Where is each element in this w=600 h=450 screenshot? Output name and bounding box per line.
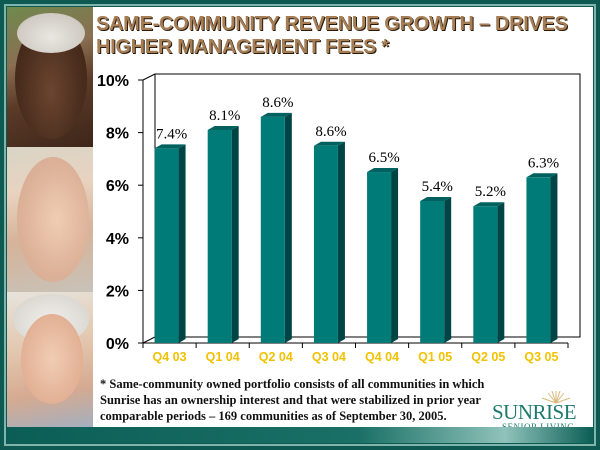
elderly-man-smiling-photo xyxy=(7,147,93,292)
bar-q1-04 xyxy=(207,125,239,343)
logo-wordmark: SUNRISE xyxy=(492,400,577,424)
title-line-2: HIGHER MANAGEMENT FEES * xyxy=(96,36,389,58)
chart-bars xyxy=(154,112,558,343)
bar-top xyxy=(473,202,505,207)
bar-front xyxy=(526,177,551,343)
y-tick-label: 0% xyxy=(106,336,129,353)
bar-q3-04 xyxy=(313,141,345,343)
bar-side xyxy=(284,112,292,343)
photo-strip xyxy=(7,7,93,432)
bar-top xyxy=(313,141,345,146)
x-category-label: Q1 05 xyxy=(418,350,452,364)
slide-title: SAME-COMMUNITY REVENUE GROWTH – DRIVES H… xyxy=(96,13,591,59)
bar-side xyxy=(231,125,239,343)
bar-side xyxy=(550,173,558,343)
x-category-label: Q4 03 xyxy=(153,350,187,364)
elderly-woman-necklace-photo xyxy=(7,292,93,432)
title-line-1: SAME-COMMUNITY REVENUE GROWTH – DRIVES xyxy=(96,13,568,35)
bar-front xyxy=(260,116,285,343)
bar-top xyxy=(367,168,399,173)
data-label: 8.6% xyxy=(315,124,346,140)
y-tick-label: 8% xyxy=(106,126,129,143)
bar-q4-03 xyxy=(154,144,186,343)
bar-side xyxy=(337,141,345,343)
x-category-label: Q3 05 xyxy=(524,350,558,364)
y-tick-label: 6% xyxy=(106,178,129,195)
bar-front xyxy=(420,200,445,343)
bar-q2-04 xyxy=(260,112,292,343)
sunrise-logo: SUNRISE SENIOR LIVING xyxy=(492,390,592,432)
bar-q3-05 xyxy=(526,173,558,343)
footnote: * Same-community owned portfolio consist… xyxy=(100,377,485,423)
data-label: 6.5% xyxy=(368,150,399,166)
bar-q1-05 xyxy=(420,196,452,343)
bar-top xyxy=(154,144,186,149)
data-label: 8.6% xyxy=(262,95,293,111)
data-label: 8.1% xyxy=(209,108,240,124)
chart-floor-edge xyxy=(142,336,156,344)
bar-side xyxy=(391,168,399,343)
x-category-label: Q1 04 xyxy=(206,350,240,364)
bar-top xyxy=(420,196,452,201)
y-tick-label: 2% xyxy=(106,283,129,300)
bottom-accent-bar xyxy=(7,427,593,443)
bar-side xyxy=(178,144,186,343)
bar-front xyxy=(473,206,498,343)
bar-front xyxy=(154,148,179,343)
bar-side xyxy=(444,196,452,343)
y-tick-label: 10% xyxy=(97,73,129,90)
x-category-label: Q2 05 xyxy=(471,350,505,364)
data-label: 5.2% xyxy=(475,184,506,200)
bar-top xyxy=(260,112,292,117)
bar-top xyxy=(526,173,558,178)
bar-q2-05 xyxy=(473,202,505,343)
chart-wall-edge xyxy=(142,73,156,81)
bar-side xyxy=(497,202,505,343)
sun-rays-icon xyxy=(541,390,571,404)
bar-front xyxy=(367,172,392,343)
bar-q4-04 xyxy=(367,168,399,343)
x-category-label: Q3 04 xyxy=(312,350,346,364)
x-category-label: Q2 04 xyxy=(259,350,293,364)
data-label: 7.4% xyxy=(156,126,187,142)
elderly-woman-glasses-photo xyxy=(7,7,93,147)
bar-front xyxy=(313,145,338,343)
bar-front xyxy=(207,129,232,343)
data-label: 6.3% xyxy=(528,155,559,171)
bar-top xyxy=(207,125,239,130)
y-tick-label: 4% xyxy=(106,231,129,248)
x-category-label: Q4 04 xyxy=(365,350,399,364)
chart-labels: 7.4% Q4 03 8.1% Q1 04 8.6% Q2 04 8.6% Q3 04 6.5%… xyxy=(153,95,560,364)
data-label: 5.4% xyxy=(422,179,453,195)
